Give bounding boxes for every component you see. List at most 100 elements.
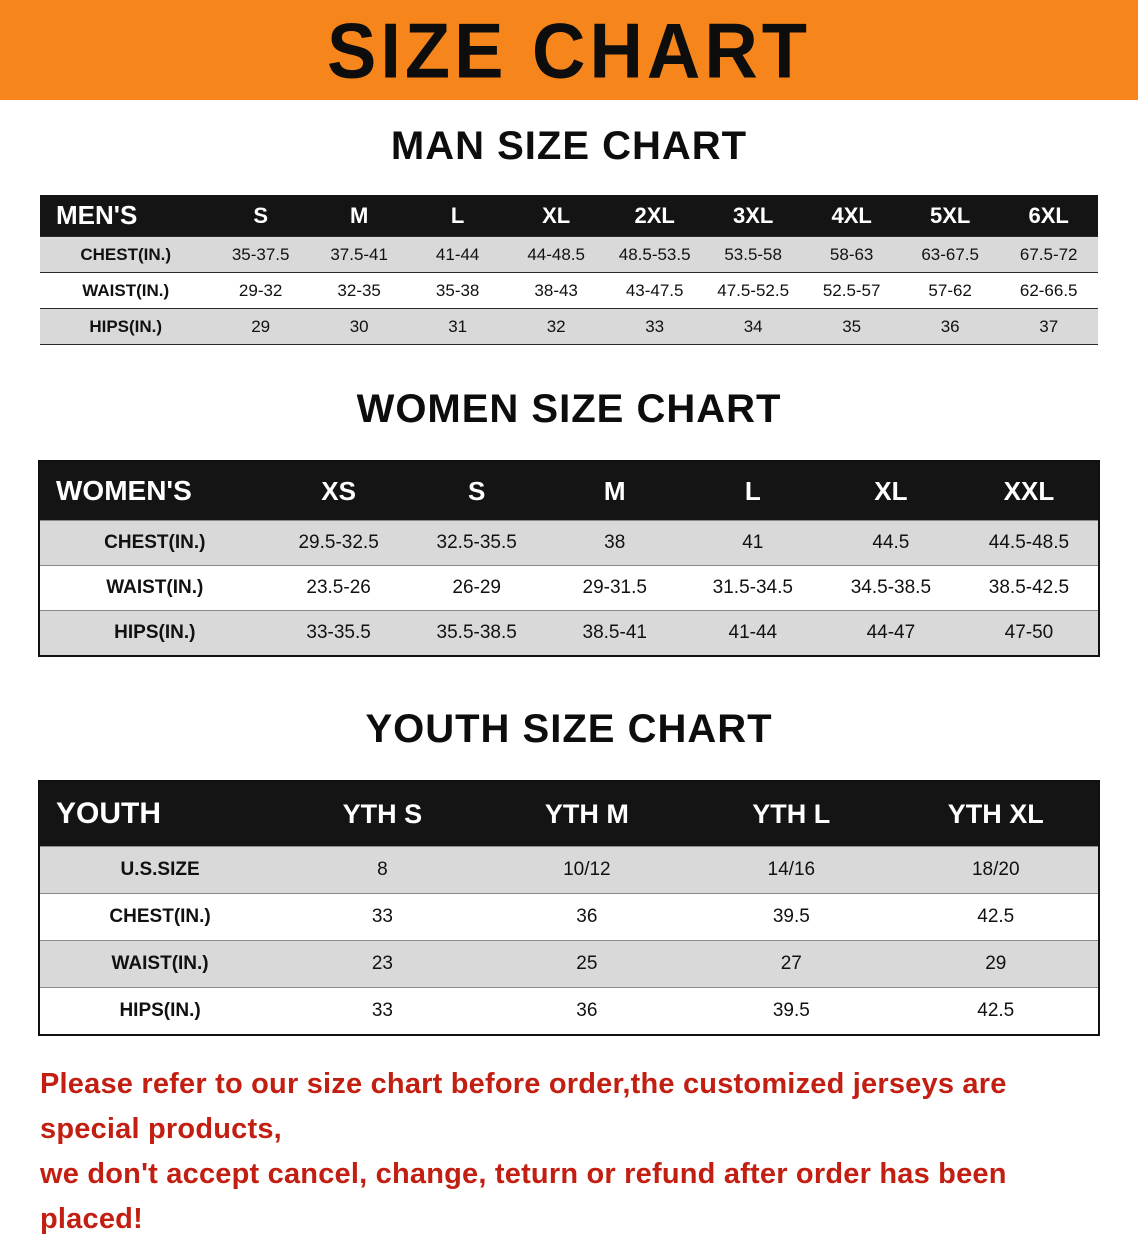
table-cell: 35-38 [408,272,507,309]
table-cell: 43-47.5 [605,272,704,309]
order-notice-line-2: we don't accept cancel, change, teturn o… [40,1157,1007,1235]
table-cell: 42.5 [893,893,1098,941]
table-cell: 33 [605,308,704,344]
table-header-cell: M [309,195,409,237]
table-header-cell: 2XL [605,195,704,237]
table-row-label: WAIST(IN.) [40,940,281,988]
table-cell: 36 [484,987,690,1034]
table-cell: 30 [309,308,409,344]
table-row-label: U.S.SIZE [40,846,281,894]
table-cell: 39.5 [689,893,894,941]
order-notice: Please refer to our size chart before or… [40,1062,1098,1242]
table-cell: 8 [280,846,485,894]
table-row: CHEST(IN.) 35-37.5 37.5-41 41-44 44-48.5 48.5… [40,236,1098,273]
table-header-cell: XS [269,462,408,521]
table-header-cell: 5XL [900,195,1000,237]
table-header-row: YOUTH YTH S YTH M YTH L YTH XL [40,782,1098,847]
table-cell: 32 [506,308,606,344]
table-row-label: WAIST(IN.) [40,272,212,309]
table-cell: 48.5-53.5 [605,236,704,273]
table-header-cell: WOMEN'S [40,462,270,521]
table-row-label: HIPS(IN.) [40,308,212,344]
table-header-cell: MEN'S [40,195,212,237]
table-cell: 63-67.5 [900,236,1000,273]
table-cell: 47.5-52.5 [703,272,803,309]
table-cell: 53.5-58 [703,236,803,273]
mens-size-table: MEN'S S M L XL 2XL 3XL 4XL 5XL 6XL CHEST(IN.) 35-37… [40,195,1098,345]
table-cell: 31.5-34.5 [683,565,822,611]
table-cell: 41-44 [683,610,822,655]
table-row-label: CHEST(IN.) [40,520,270,566]
table-row: WAIST(IN.) 23 25 27 29 [40,940,1098,988]
table-header-cell: YTH XL [893,782,1098,847]
table-cell: 35 [802,308,901,344]
womens-section-heading: WOMEN SIZE CHART [356,387,782,431]
size-chart-banner: SIZE CHART [0,0,1138,100]
table-header-cell: 4XL [802,195,901,237]
table-row: WAIST(IN.) 29-32 32-35 35-38 38-43 43-47.5 47.… [40,272,1098,309]
table-row: CHEST(IN.) 29.5-32.5 32.5-35.5 38 41 44.5 44.5… [40,520,1098,566]
table-row-label: HIPS(IN.) [40,987,281,1034]
table-cell: 37 [999,308,1098,344]
table-cell: 52.5-57 [802,272,901,309]
table-header-cell: YTH L [689,782,894,847]
table-cell: 41 [683,520,822,566]
table-cell: 32.5-35.5 [407,520,546,566]
size-table: WOMEN'S XS S M L XL XXL CHEST(IN.) 29.5-32.5 32.5… [40,462,1098,655]
table-row-label: WAIST(IN.) [40,565,270,611]
table-cell: 29 [893,940,1098,988]
table-header-row: WOMEN'S XS S M L XL XXL [40,462,1098,521]
table-cell: 29 [211,308,310,344]
table-header-cell: S [407,462,546,521]
table-row-label: CHEST(IN.) [40,236,212,273]
table-cell: 27 [689,940,894,988]
table-cell: 37.5-41 [309,236,409,273]
table-cell: 44-48.5 [506,236,606,273]
table-header-cell: L [683,462,822,521]
table-header-cell: YTH M [484,782,690,847]
table-row: HIPS(IN.) 33 36 39.5 42.5 [40,987,1098,1034]
table-cell: 67.5-72 [999,236,1098,273]
table-cell: 33-35.5 [269,610,408,655]
youth-size-table: YOUTH YTH S YTH M YTH L YTH XL U.S.SIZE 8 10/12… [38,780,1100,1036]
mens-section-heading: MAN SIZE CHART [390,124,748,168]
table-cell: 23.5-26 [269,565,408,611]
table-cell: 47-50 [959,610,1098,655]
table-cell: 57-62 [900,272,1000,309]
table-cell: 14/16 [689,846,894,894]
table-cell: 35.5-38.5 [407,610,546,655]
table-header-cell: XL [506,195,606,237]
order-notice-line-1: Please refer to our size chart before or… [40,1068,1007,1145]
table-cell: 18/20 [893,846,1098,894]
table-cell: 29-32 [211,272,310,309]
table-row-label: CHEST(IN.) [40,893,281,941]
table-cell: 34.5-38.5 [821,565,960,611]
table-cell: 62-66.5 [999,272,1098,309]
table-cell: 38.5-42.5 [959,565,1098,611]
table-header-cell: 6XL [999,195,1098,237]
table-cell: 42.5 [893,987,1098,1034]
table-header-cell: YOUTH [40,782,281,847]
table-header-cell: M [545,462,684,521]
table-header-cell: XXL [959,462,1098,521]
table-cell: 36 [900,308,1000,344]
table-header-cell: S [211,195,310,237]
womens-size-table: WOMEN'S XS S M L XL XXL CHEST(IN.) 29.5-32.5 32.5… [38,460,1100,657]
table-cell: 36 [484,893,690,941]
page-title: SIZE CHART [327,6,811,94]
table-cell: 44.5 [821,520,960,566]
youth-section-heading: YOUTH SIZE CHART [365,707,773,751]
table-cell: 58-63 [802,236,901,273]
table-header-cell: XL [821,462,960,521]
table-cell: 32-35 [309,272,409,309]
table-cell: 23 [280,940,485,988]
table-cell: 44.5-48.5 [959,520,1098,566]
table-cell: 34 [703,308,803,344]
table-header-cell: YTH S [280,782,485,847]
table-row: CHEST(IN.) 33 36 39.5 42.5 [40,893,1098,941]
table-cell: 38 [545,520,684,566]
table-cell: 41-44 [408,236,507,273]
table-cell: 26-29 [407,565,546,611]
table-cell: 38-43 [506,272,606,309]
table-header-cell: L [408,195,507,237]
